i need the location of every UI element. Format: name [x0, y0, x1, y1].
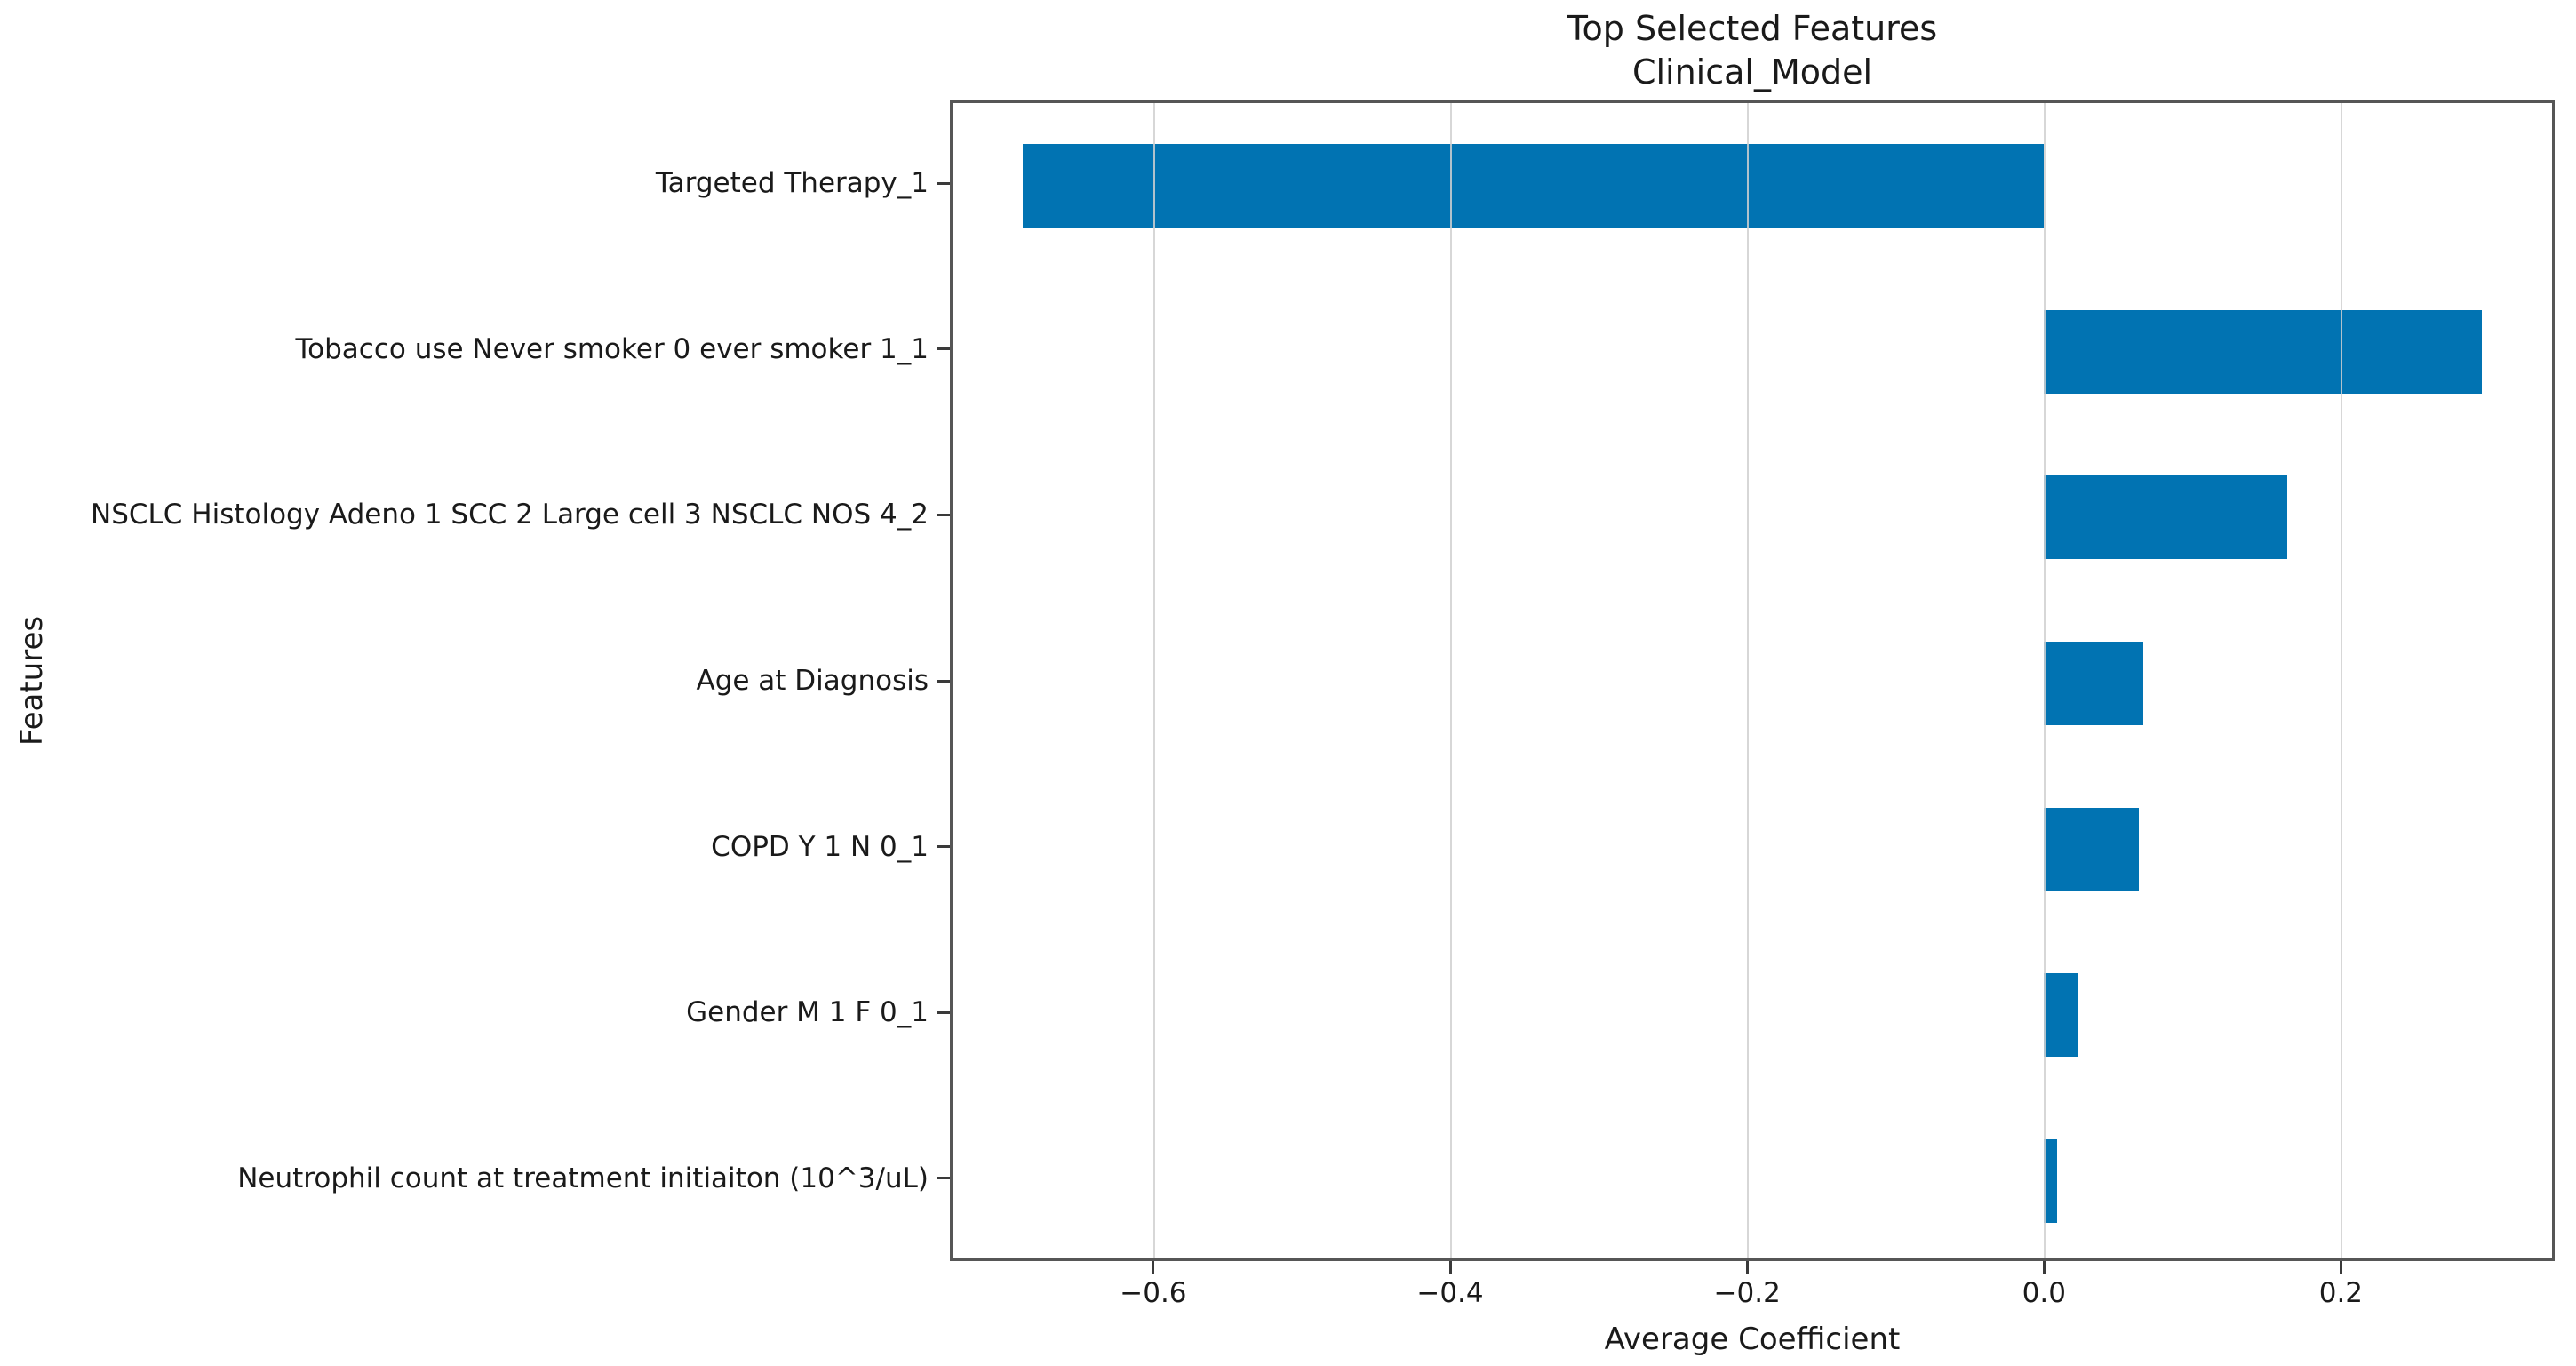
y-tick-label-3: Age at Diagnosis: [696, 665, 929, 697]
y-tick-0: [937, 181, 950, 185]
bar-5: [2044, 973, 2078, 1058]
y-tick-label-0: Targeted Therapy_1: [655, 167, 929, 200]
chart-title-line1: Top Selected Features: [1567, 9, 1938, 48]
y-tick-4: [937, 845, 950, 849]
x-tick-label-0: −0.6: [1120, 1277, 1187, 1309]
bar-4: [2044, 807, 2140, 891]
y-tick-6: [937, 1177, 950, 1180]
x-tick-0: [1152, 1261, 1155, 1274]
bar-2: [2044, 475, 2288, 560]
y-tick-label-2: NSCLC Histology Adeno 1 SCC 2 Large cell…: [91, 499, 929, 531]
x-tick-2: [1745, 1261, 1749, 1274]
y-tick-label-6: Neutrophil count at treatment initiaiton…: [237, 1162, 929, 1194]
x-tick-3: [2042, 1261, 2046, 1274]
bar-3: [2044, 642, 2144, 725]
y-tick-5: [937, 1011, 950, 1014]
bar-6: [2044, 1138, 2058, 1223]
bar-1: [2044, 309, 2483, 394]
x-tick-4: [2339, 1261, 2342, 1274]
gridline-x-0: [1152, 103, 1155, 1258]
gridline-x-4: [2341, 103, 2343, 1258]
y-tick-label-1: Tobacco use Never smoker 0 ever smoker 1…: [295, 332, 929, 365]
y-tick-label-4: COPD Y 1 N 0_1: [711, 830, 929, 863]
plot-area: [950, 100, 2555, 1261]
x-tick-label-3: 0.0: [2022, 1277, 2066, 1309]
y-tick-3: [937, 679, 950, 683]
gridline-x-2: [1747, 103, 1750, 1258]
chart-title: Top Selected Features Clinical_Model: [1567, 7, 1937, 93]
x-tick-1: [1448, 1261, 1452, 1274]
x-tick-label-2: −0.2: [1713, 1277, 1781, 1309]
y-tick-2: [937, 513, 950, 516]
x-axis-label: Average Coefficient: [1604, 1322, 1901, 1357]
x-tick-label-1: −0.4: [1416, 1277, 1484, 1309]
gridline-x-1: [1450, 103, 1452, 1258]
y-tick-1: [937, 347, 950, 351]
x-tick-label-4: 0.2: [2318, 1277, 2364, 1309]
chart-title-line2: Clinical_Model: [1631, 52, 1873, 92]
y-axis-label: Features: [14, 615, 50, 747]
gridline-x-3: [2044, 103, 2046, 1258]
y-tick-label-5: Gender M 1 F 0_1: [686, 996, 929, 1029]
bar-0: [1022, 144, 2045, 228]
